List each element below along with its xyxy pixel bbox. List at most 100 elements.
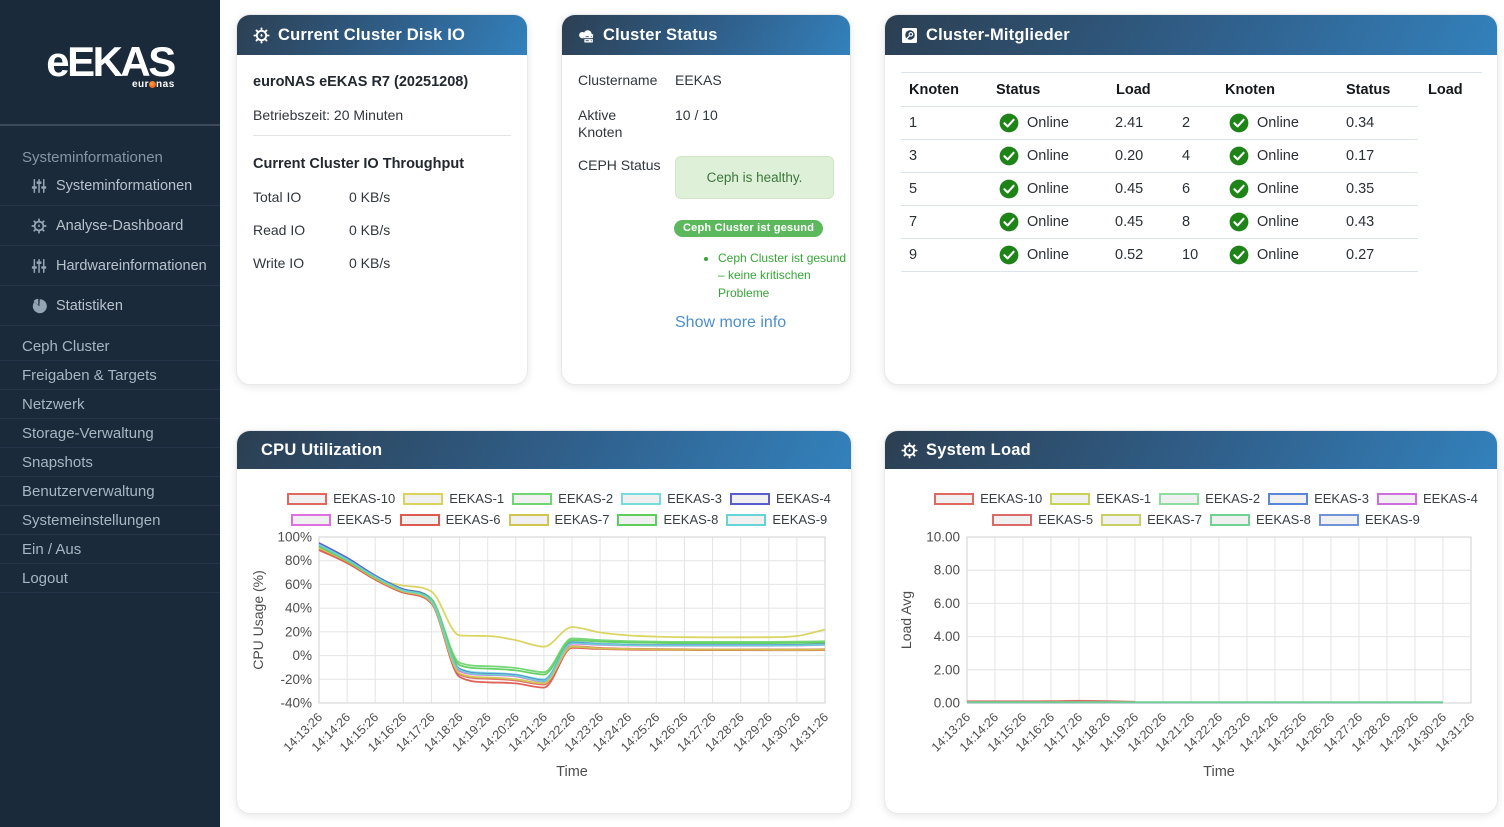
- legend-swatch: [1377, 492, 1417, 505]
- members-table-row: 7 Online 0.45 8 Online 0.43: [901, 206, 1418, 239]
- card-cluster-status-header: Cluster Status: [562, 15, 850, 55]
- svg-text:2.00: 2.00: [934, 662, 960, 677]
- svg-text:-20%: -20%: [280, 672, 312, 687]
- sidebar-item-systemeinstellungen[interactable]: Systemeinstellungen: [0, 506, 220, 535]
- legend-item-eekas-9: EEKAS-9: [726, 512, 827, 527]
- status-text: Online: [1027, 214, 1069, 230]
- load-value: 0.20: [1115, 148, 1144, 164]
- sidebar-sub-item-hardwareinformationen[interactable]: Hardwareinformationen: [0, 246, 220, 286]
- legend-item-eekas-8: EEKAS-8: [617, 512, 718, 527]
- load-value: 2.41: [1115, 115, 1144, 131]
- sidebar-item-logout[interactable]: Logout: [0, 564, 220, 593]
- sidebar-section-header: Systeminformationen: [22, 149, 163, 166]
- members-column-header: Status: [996, 82, 1041, 98]
- svg-text:6.00: 6.00: [934, 596, 960, 611]
- legend-swatch: [508, 513, 549, 526]
- legend-label: EEKAS-9: [1364, 512, 1420, 527]
- sidebar-item-benutzerverwaltung[interactable]: Benutzerverwaltung: [0, 477, 220, 506]
- svg-text:80%: 80%: [285, 553, 312, 568]
- card-cpu-utilization-header: CPU Utilization: [237, 431, 851, 469]
- members-table-body: 1 Online 2.41 2 Online 0.34 3 Online 0.20 4 Online…: [901, 106, 1418, 272]
- status-text: Online: [1257, 115, 1299, 131]
- throughput-title: Current Cluster IO Throughput: [253, 156, 465, 172]
- cluster-status-field-value: EEKAS: [675, 72, 722, 88]
- sliders-icon: [31, 258, 47, 274]
- svg-text:0.00: 0.00: [934, 696, 960, 711]
- status-cell: Online: [991, 245, 1107, 265]
- sidebar-item-ceph-cluster[interactable]: Ceph Cluster: [0, 332, 220, 361]
- card-disk-io-title: Current Cluster Disk IO: [278, 25, 466, 44]
- card-cpu-utilization-title: CPU Utilization: [261, 440, 383, 459]
- card-system-load: System Load EEKAS-10 EEKAS-1 EEKAS-2 EEKAS-…: [884, 430, 1498, 814]
- legend-swatch: [621, 492, 662, 505]
- system-name: euroNAS eEKAS R7 (20251208): [253, 74, 469, 90]
- load-value: 0.43: [1346, 214, 1375, 230]
- legend-label: EEKAS-10: [333, 491, 396, 506]
- system-load-chart: 10.008.006.004.002.000.0014:13:2614:14:2…: [898, 530, 1477, 780]
- check-circle-icon: [999, 146, 1019, 166]
- sidebar-item-netzwerk[interactable]: Netzwerk: [0, 390, 220, 419]
- legend-label: EEKAS-7: [554, 512, 610, 527]
- card-cluster-members-title: Cluster-Mitglieder: [926, 25, 1070, 44]
- sidebar-sub-item-analyse-dashboard[interactable]: Analyse-Dashboard: [0, 206, 220, 246]
- legend-item-eekas-5: EEKAS-5: [290, 512, 392, 527]
- svg-text:10.00: 10.00: [926, 530, 960, 545]
- uptime-text: Betriebszeit: 20 Minuten: [253, 107, 404, 123]
- card-cluster-members-header: Cluster-Mitglieder: [885, 15, 1497, 55]
- status-cell: Online: [1221, 146, 1338, 166]
- sidebar-item-freigaben-targets[interactable]: Freigaben & Targets: [0, 361, 220, 390]
- logo[interactable]: eEKAS eur nas: [46, 41, 176, 91]
- legend-item-eekas-7: EEKAS-7: [508, 512, 610, 527]
- check-circle-icon: [999, 179, 1019, 199]
- sidebar-sub-item-systeminformationen[interactable]: Systeminformationen: [0, 166, 220, 206]
- ceph-status-badge: Ceph Cluster ist gesund: [674, 219, 824, 237]
- sidebar-item-storage-verwaltung[interactable]: Storage-Verwaltung: [0, 419, 220, 448]
- throughput-row-value: 0 KB/s: [349, 255, 391, 271]
- card-cluster-members: Cluster-Mitglieder Knoten Status Load Knote…: [884, 14, 1498, 385]
- svg-text:8.00: 8.00: [934, 563, 960, 578]
- status-text: Online: [1257, 148, 1299, 164]
- members-column-header: Knoten: [1225, 82, 1275, 98]
- load-value: 0.27: [1346, 247, 1375, 263]
- status-cell: Online: [991, 146, 1107, 166]
- load-value: 0.34: [1346, 115, 1375, 131]
- svg-text:Time: Time: [1203, 764, 1235, 780]
- legend-swatch: [1159, 492, 1200, 505]
- legend-swatch: [1210, 513, 1250, 526]
- card-cpu-utilization: CPU Utilization EEKAS-10 EEKAS-1 EEKAS-2 EE…: [236, 430, 852, 814]
- legend-label: EEKAS-9: [772, 512, 828, 527]
- legend-swatch: [1268, 492, 1309, 505]
- legend-label: EEKAS-6: [445, 512, 501, 527]
- cpu-chart-legend: EEKAS-10 EEKAS-1 EEKAS-2 EEKAS-3 EEKAS-4 EEKA…: [267, 491, 851, 527]
- status-text: Online: [1027, 181, 1069, 197]
- show-more-info-link[interactable]: Show more info: [675, 314, 787, 331]
- cluster-status-fields: Clustername EEKAS Aktive Knoten 10 / 10: [578, 72, 834, 142]
- status-text: Online: [1257, 247, 1299, 263]
- legend-item-eekas-2: EEKAS-2: [512, 491, 613, 506]
- card-disk-io-header: Current Cluster Disk IO: [237, 15, 527, 55]
- logo-dot-icon: [149, 80, 157, 88]
- legend-label: EEKAS-4: [1423, 491, 1478, 506]
- legend-item-eekas-10: EEKAS-10: [287, 491, 395, 506]
- legend-swatch: [403, 492, 444, 505]
- svg-text:-40%: -40%: [280, 696, 312, 711]
- cluster-status-field-label: Aktive Knoten: [578, 106, 623, 141]
- sidebar-item-ein-aus[interactable]: Ein / Aus: [0, 535, 220, 564]
- check-circle-icon: [999, 245, 1019, 265]
- legend-item-eekas-1: EEKAS-1: [403, 491, 504, 506]
- legend-label: EEKAS-2: [558, 491, 614, 506]
- legend-item-eekas-10: EEKAS-10: [934, 491, 1042, 506]
- load-value: 0.35: [1346, 181, 1375, 197]
- throughput-row: Read IO 0 KB/s: [253, 222, 511, 238]
- status-text: Online: [1027, 115, 1069, 131]
- sidebar-sub-item-statistiken[interactable]: Statistiken: [0, 286, 220, 326]
- throughput-row-label: Read IO: [253, 222, 306, 238]
- sidebar-item-snapshots[interactable]: Snapshots: [0, 448, 220, 477]
- legend-item-eekas-3: EEKAS-3: [1268, 491, 1369, 506]
- load-value: 0.17: [1346, 148, 1375, 164]
- node-id: 6: [1182, 181, 1191, 197]
- members-column-header: Load: [1428, 82, 1463, 98]
- members-table: Knoten Status Load Knoten Status Load 1 Online…: [901, 72, 1482, 272]
- legend-item-eekas-4: EEKAS-4: [1377, 491, 1478, 506]
